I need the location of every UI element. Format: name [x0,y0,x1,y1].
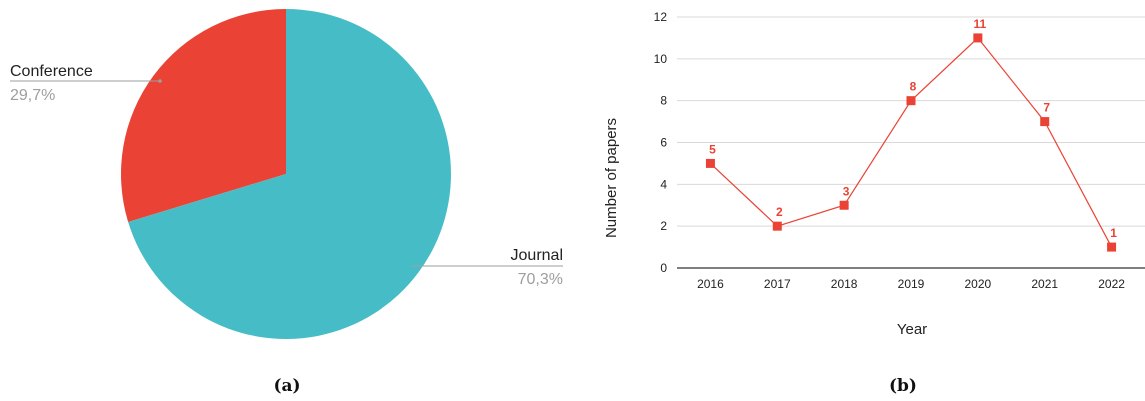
conference-label: Conference [10,63,93,80]
data-point-marker [839,200,849,210]
data-label: 2 [776,205,783,219]
y-tick-label: 6 [660,136,667,150]
y-tick-label: 12 [654,10,668,24]
journal-value-label: 70,3% [518,271,563,288]
x-tick-label: 2016 [697,277,724,291]
pie-slice-conference [121,8,286,223]
conference-leader-dot [158,79,162,83]
y-tick-label: 2 [660,219,667,233]
data-label: 3 [843,184,850,198]
data-point-marker [906,96,916,106]
journal-label: Journal [511,247,563,264]
pie-slice-journal [128,9,451,339]
x-tick-label: 2018 [831,277,858,291]
data-label: 8 [910,80,917,94]
gridlines [677,16,1145,269]
x-tick-label: 2019 [898,277,925,291]
y-axis-label: Number of papers [603,118,620,238]
caption-b: (b) [889,376,917,396]
x-tick-label: 2017 [764,277,791,291]
y-tick-label: 10 [654,52,668,66]
data-point-marker [705,158,715,168]
data-label: 7 [1043,101,1050,115]
y-tick-labels: 0 2 4 6 8 10 12 [654,10,668,275]
pie-chart: Conference 29,7% Journal 70,3% (a) [10,8,563,396]
data-label: 11 [974,17,987,31]
x-tick-label: 2021 [1031,277,1058,291]
data-labels: 5 2 3 8 11 7 1 [709,17,1117,240]
series-markers [705,33,1117,252]
x-tick-label: 2020 [965,277,992,291]
data-point-marker [772,221,782,231]
conference-value-label: 29,7% [10,87,55,104]
x-axis-label: Year [897,321,927,338]
x-tick-labels: 2016 2017 2018 2019 2020 2021 2022 [697,277,1125,291]
y-tick-label: 0 [660,261,667,275]
pie-slices [121,8,451,339]
caption-a: (a) [273,376,300,396]
y-tick-label: 8 [660,94,667,108]
y-tick-label: 4 [660,177,667,191]
data-label: 1 [1110,226,1117,240]
x-tick-label: 2022 [1098,277,1125,291]
data-point-marker [973,33,983,43]
data-point-marker [1107,242,1117,252]
data-point-marker [1040,117,1050,127]
data-label: 5 [709,142,716,156]
